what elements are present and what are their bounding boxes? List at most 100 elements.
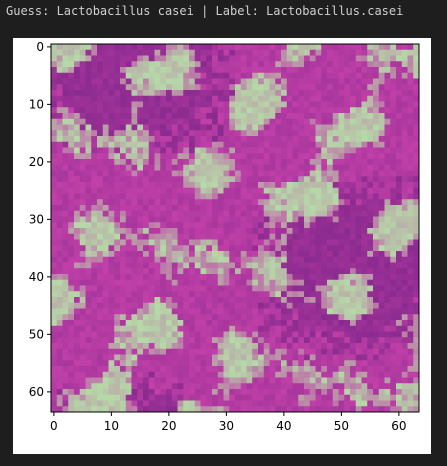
image-pixel: [154, 170, 161, 177]
image-pixel: [137, 262, 144, 269]
image-pixel: [407, 245, 414, 252]
image-pixel: [148, 216, 155, 223]
image-pixel: [217, 170, 224, 177]
image-pixel: [269, 268, 276, 275]
image-pixel: [212, 331, 219, 338]
image-pixel: [304, 262, 311, 269]
image-pixel: [275, 147, 282, 154]
image-pixel: [269, 187, 276, 194]
image-pixel: [206, 78, 213, 85]
image-pixel: [62, 141, 69, 148]
image-pixel: [407, 331, 414, 338]
image-pixel: [321, 308, 328, 315]
image-pixel: [217, 394, 224, 401]
image-pixel: [68, 84, 75, 91]
image-pixel: [269, 61, 276, 68]
image-pixel: [114, 130, 121, 137]
image-pixel: [384, 360, 391, 367]
image-pixel: [212, 325, 219, 332]
image-pixel: [131, 67, 138, 74]
image-pixel: [292, 371, 299, 378]
image-pixel: [361, 182, 368, 189]
image-pixel: [137, 159, 144, 166]
image-pixel: [298, 159, 305, 166]
image-pixel: [91, 256, 98, 263]
image-pixel: [407, 44, 414, 51]
image-pixel: [407, 285, 414, 292]
image-pixel: [217, 320, 224, 327]
image-pixel: [194, 331, 201, 338]
image-pixel: [309, 193, 316, 200]
image-pixel: [269, 371, 276, 378]
image-pixel: [298, 222, 305, 229]
image-pixel: [183, 210, 190, 217]
image-pixel: [292, 233, 299, 240]
image-pixel: [114, 297, 121, 304]
image-pixel: [396, 302, 403, 309]
image-pixel: [131, 371, 138, 378]
image-pixel: [131, 354, 138, 361]
image-pixel: [390, 297, 397, 304]
image-pixel: [148, 176, 155, 183]
image-pixel: [298, 210, 305, 217]
image-pixel: [137, 245, 144, 252]
image-pixel: [97, 72, 104, 79]
image-pixel: [79, 49, 86, 56]
image-pixel: [200, 308, 207, 315]
image-pixel: [74, 239, 81, 246]
image-pixel: [384, 268, 391, 275]
image-pixel: [235, 302, 242, 309]
image-pixel: [401, 210, 408, 217]
image-pixel: [177, 371, 184, 378]
image-pixel: [154, 366, 161, 373]
image-pixel: [108, 366, 115, 373]
image-pixel: [137, 337, 144, 344]
image-pixel: [350, 130, 357, 137]
image-pixel: [91, 95, 98, 102]
image-pixel: [281, 147, 288, 154]
image-pixel: [68, 354, 75, 361]
image-pixel: [315, 233, 322, 240]
image-pixel: [344, 297, 351, 304]
image-pixel: [229, 107, 236, 114]
image-pixel: [68, 107, 75, 114]
image-pixel: [327, 199, 334, 206]
image-pixel: [223, 84, 230, 91]
image-pixel: [91, 337, 98, 344]
image-pixel: [114, 118, 121, 125]
image-pixel: [263, 394, 270, 401]
image-pixel: [269, 325, 276, 332]
image-pixel: [223, 245, 230, 252]
image-pixel: [338, 354, 345, 361]
image-pixel: [407, 383, 414, 390]
image-pixel: [166, 84, 173, 91]
image-pixel: [344, 136, 351, 143]
image-pixel: [108, 187, 115, 194]
image-pixel: [298, 233, 305, 240]
image-pixel: [206, 164, 213, 171]
image-pixel: [350, 285, 357, 292]
image-pixel: [56, 113, 63, 120]
image-pixel: [148, 302, 155, 309]
image-pixel: [51, 262, 58, 269]
image-pixel: [275, 245, 282, 252]
image-pixel: [217, 84, 224, 91]
image-pixel: [206, 320, 213, 327]
image-pixel: [384, 113, 391, 120]
image-pixel: [315, 239, 322, 246]
image-pixel: [131, 274, 138, 281]
image-pixel: [384, 147, 391, 154]
image-pixel: [97, 44, 104, 51]
image-pixel: [166, 297, 173, 304]
image-pixel: [281, 360, 288, 367]
image-pixel: [327, 279, 334, 286]
image-pixel: [367, 239, 374, 246]
image-pixel: [361, 210, 368, 217]
image-pixel: [62, 285, 69, 292]
image-pixel: [229, 371, 236, 378]
image-pixel: [194, 400, 201, 407]
image-pixel: [286, 193, 293, 200]
image-pixel: [229, 354, 236, 361]
image-pixel: [148, 262, 155, 269]
image-pixel: [51, 44, 58, 51]
